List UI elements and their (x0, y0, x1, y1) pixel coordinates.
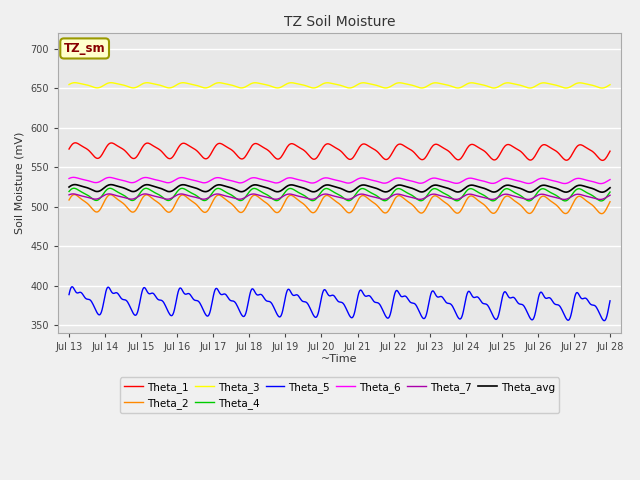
Theta_4 (422, 194, 429, 200)
Theta_3 (131, 85, 139, 91)
Theta_3 (71, 80, 79, 85)
Theta_3 (215, 80, 223, 85)
Theta_1 (606, 148, 614, 154)
Y-axis label: Soil Moisture (mV): Soil Moisture (mV) (15, 132, 25, 234)
Theta_avg (65, 184, 73, 190)
Theta_4 (76, 188, 83, 194)
Legend: Theta_1, Theta_2, Theta_3, Theta_4, Theta_5, Theta_6, Theta_7, Theta_avg: Theta_1, Theta_2, Theta_3, Theta_4, Thet… (120, 377, 559, 413)
Theta_7 (606, 192, 614, 198)
Theta_2 (186, 197, 194, 203)
Theta_3 (598, 85, 605, 91)
Line: Theta_5: Theta_5 (69, 287, 610, 321)
Theta_avg (422, 188, 429, 193)
Theta_1 (422, 155, 429, 160)
Theta_avg (131, 188, 139, 194)
Theta_avg (406, 185, 413, 191)
Theta_5 (65, 292, 73, 298)
Theta_1 (186, 144, 194, 149)
Theta_7 (422, 194, 429, 200)
Theta_2 (215, 192, 223, 198)
Theta_avg (186, 183, 194, 189)
Theta_3 (65, 82, 73, 87)
Theta_3 (76, 81, 83, 86)
Theta_4 (597, 198, 605, 204)
Theta_avg (598, 189, 605, 195)
Theta_2 (406, 200, 413, 206)
Theta_6 (606, 177, 614, 182)
Theta_6 (186, 177, 194, 182)
Theta_6 (131, 179, 139, 185)
X-axis label: ~Time: ~Time (321, 354, 358, 364)
Theta_5 (76, 289, 83, 295)
Theta_7 (406, 194, 413, 200)
Theta_avg (606, 185, 614, 191)
Line: Theta_2: Theta_2 (69, 194, 610, 214)
Theta_7 (69, 191, 77, 197)
Theta_4 (70, 185, 78, 191)
Theta_6 (215, 175, 223, 180)
Theta_1 (215, 141, 223, 146)
Theta_avg (76, 183, 83, 189)
Theta_4 (215, 186, 223, 192)
Text: TZ_sm: TZ_sm (64, 42, 106, 55)
Theta_7 (65, 192, 73, 198)
Theta_4 (131, 196, 139, 202)
Theta_4 (186, 190, 194, 195)
Theta_2 (131, 208, 139, 214)
Theta_6 (76, 176, 83, 181)
Theta_7 (215, 191, 223, 197)
Theta_5 (606, 298, 614, 304)
Theta_6 (597, 181, 605, 187)
Theta_1 (65, 146, 73, 152)
Theta_5 (131, 312, 139, 318)
Theta_avg (71, 182, 79, 188)
Theta_avg (215, 182, 223, 188)
Line: Theta_6: Theta_6 (69, 177, 610, 184)
Theta_3 (422, 84, 429, 90)
Theta_2 (598, 211, 605, 216)
Theta_5 (215, 288, 223, 294)
Theta_2 (65, 197, 73, 203)
Theta_7 (131, 195, 139, 201)
Line: Theta_avg: Theta_avg (69, 185, 610, 192)
Theta_7 (76, 192, 83, 198)
Theta_1 (131, 155, 139, 161)
Theta_5 (68, 284, 76, 289)
Theta_7 (596, 197, 604, 203)
Theta_2 (606, 199, 614, 204)
Theta_5 (186, 292, 194, 298)
Theta_4 (65, 189, 73, 194)
Theta_3 (406, 82, 413, 88)
Theta_6 (70, 174, 77, 180)
Theta_1 (71, 140, 79, 146)
Theta_4 (606, 189, 614, 195)
Theta_3 (186, 81, 194, 87)
Theta_5 (422, 314, 429, 320)
Theta_6 (65, 176, 73, 181)
Title: TZ Soil Moisture: TZ Soil Moisture (284, 15, 396, 29)
Theta_5 (406, 299, 413, 305)
Theta_2 (70, 192, 78, 197)
Theta_5 (600, 318, 608, 324)
Line: Theta_3: Theta_3 (69, 83, 610, 88)
Theta_7 (186, 193, 194, 199)
Theta_2 (422, 206, 429, 212)
Line: Theta_1: Theta_1 (69, 143, 610, 160)
Line: Theta_4: Theta_4 (69, 188, 610, 201)
Theta_1 (76, 142, 83, 147)
Theta_2 (76, 195, 83, 201)
Theta_1 (406, 146, 413, 152)
Theta_6 (406, 178, 413, 183)
Theta_4 (406, 192, 413, 197)
Theta_3 (606, 82, 614, 87)
Theta_6 (422, 179, 429, 184)
Theta_1 (598, 157, 606, 163)
Line: Theta_7: Theta_7 (69, 194, 610, 200)
